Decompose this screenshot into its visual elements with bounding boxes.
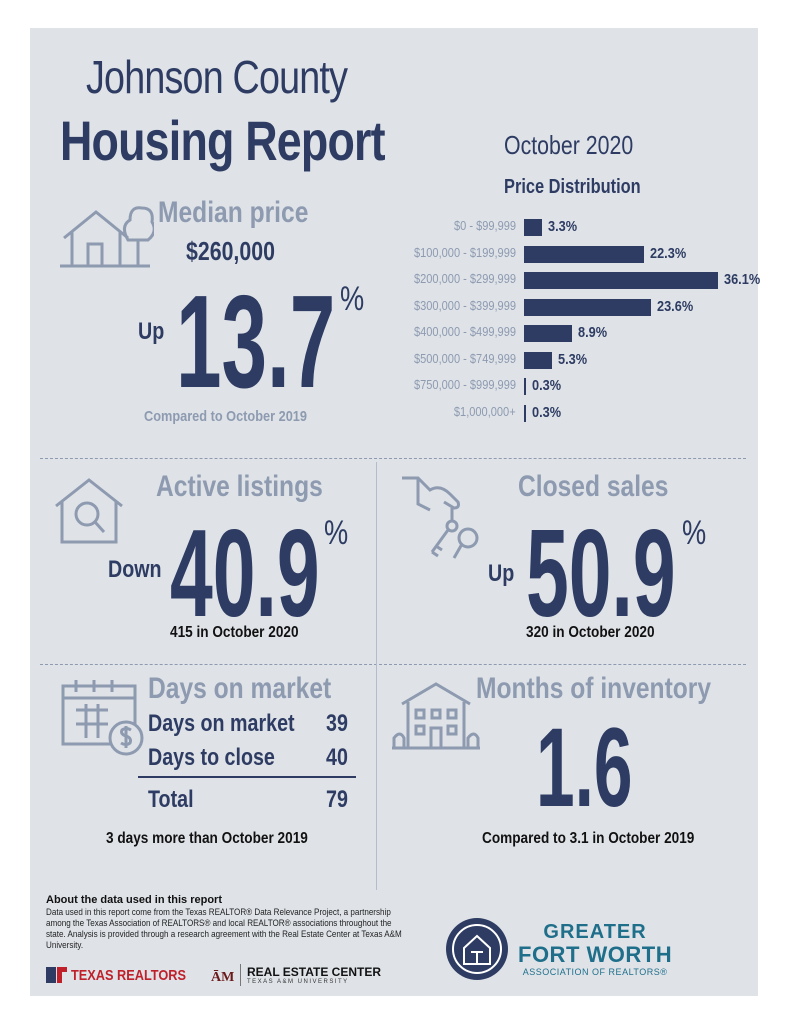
inventory-note: Compared to 3.1 in October 2019 — [482, 830, 695, 847]
gfw-line2: FORT WORTH — [518, 942, 673, 967]
dist-category-label: $300,000 - $399,999 — [414, 297, 516, 313]
closed-title: Closed sales — [518, 470, 669, 503]
dist-row: $300,000 - $399,999 23.6% — [390, 296, 750, 318]
dist-row: $400,000 - $499,999 8.9% — [390, 322, 750, 344]
dist-category-label: $200,000 - $299,999 — [414, 271, 516, 286]
dist-bar — [524, 272, 718, 289]
gfw-line1: GREATER — [543, 921, 647, 943]
days-title: Days on market — [148, 672, 332, 705]
gfw-seal-icon — [446, 918, 508, 980]
median-change: 13.7 — [176, 268, 336, 415]
dist-value-label: 23.6% — [656, 297, 693, 315]
days-total-value: 79 — [326, 786, 348, 813]
dist-value-label: 5.3% — [558, 350, 588, 368]
median-title: Median price — [158, 196, 309, 229]
closed-change: 50.9 — [526, 505, 676, 643]
greater-fort-worth-logo: GREATER FORT WORTH ASSOCIATION OF REALTO… — [444, 916, 672, 982]
svg-text:ĀM: ĀM — [211, 969, 234, 985]
inventory-value: 1.6 — [536, 705, 633, 830]
dist-category-label: $0 - $99,999 — [453, 218, 516, 233]
texas-am-mark-icon: ĀM — [211, 969, 234, 985]
chart-title: Price Distribution — [504, 176, 641, 198]
report-month: October 2020 — [504, 130, 634, 160]
calendar-dollar-icon — [61, 680, 144, 756]
dist-row: $200,000 - $299,999 36.1% — [390, 269, 760, 291]
dist-category-label: $1,000,000+ — [454, 403, 516, 419]
dist-value-label: 0.3% — [532, 377, 562, 394]
dist-bar — [524, 351, 553, 369]
report-card: Johnson County Housing Report October 20… — [30, 28, 760, 996]
dist-row: $100,000 - $199,999 22.3% — [390, 243, 750, 265]
dist-row: $1,000,000+ 0.3% — [390, 402, 750, 424]
footer-heading: About the data used in this report — [46, 894, 223, 906]
house-tree-icon — [60, 206, 154, 268]
dist-value-label: 0.3% — [532, 403, 562, 421]
texas-realtors-logo: TEXAS REALTORS — [46, 964, 206, 986]
closed-pct-sign: % — [682, 514, 707, 552]
gfw-line3: ASSOCIATION OF REALTORS® — [522, 967, 668, 977]
title-report: Housing Report — [60, 109, 386, 172]
closed-note: 320 in October 2020 — [526, 624, 655, 641]
dist-category-label: $500,000 - $749,999 — [414, 350, 516, 366]
footer-text: Data used in this report come from the T… — [46, 907, 402, 951]
dist-bar — [524, 325, 572, 342]
active-pct-sign: % — [324, 514, 349, 552]
active-direction: Down — [108, 556, 162, 583]
real-estate-center-text: REAL ESTATE CENTER — [247, 965, 382, 979]
divider-top — [40, 458, 746, 459]
days-note: 3 days more than October 2019 — [106, 830, 308, 847]
median-price: $260,000 — [186, 236, 275, 266]
days-total-rule — [138, 776, 356, 778]
days-row-2-label: Days to close — [148, 744, 275, 771]
days-row-1-label: Days on market — [148, 710, 295, 737]
days-row-1-value: 39 — [326, 710, 348, 737]
title-county: Johnson County — [86, 51, 348, 103]
inventory-title: Months of inventory — [476, 672, 712, 705]
active-title: Active listings — [156, 470, 323, 503]
building-icon — [392, 682, 480, 750]
closed-direction: Up — [488, 560, 515, 587]
dist-value-label: 36.1% — [724, 271, 761, 288]
median-pct-sign: % — [340, 280, 365, 318]
dist-value-label: 8.9% — [577, 324, 607, 341]
dist-row: $750,000 - $999,999 0.3% — [390, 375, 750, 397]
dist-bar — [524, 219, 542, 236]
dist-bar — [524, 298, 651, 316]
texas-realtors-mark-icon — [46, 967, 67, 983]
texas-realtors-text: TEXAS REALTORS — [71, 966, 187, 984]
dist-value-label: 3.3% — [547, 218, 577, 235]
active-note: 415 in October 2020 — [170, 624, 299, 641]
real-estate-center-logo: ĀM REAL ESTATE CENTER TEXAS A&M UNIVERSI… — [210, 962, 381, 988]
house-search-icon — [55, 478, 123, 544]
hand-keys-icon — [402, 476, 479, 559]
dist-category-label: $400,000 - $499,999 — [414, 324, 516, 339]
dist-row: $500,000 - $749,999 5.3% — [390, 349, 750, 371]
median-direction: Up — [138, 318, 165, 345]
days-total-label: Total — [148, 786, 194, 813]
real-estate-center-sub: TEXAS A&M UNIVERSITY — [247, 979, 349, 985]
divider-middle — [40, 664, 746, 665]
dist-bar — [524, 404, 526, 422]
dist-value-label: 22.3% — [649, 244, 686, 262]
dist-category-label: $750,000 - $999,999 — [414, 377, 516, 392]
dist-category-label: $100,000 - $199,999 — [414, 244, 516, 260]
divider-vertical — [376, 462, 377, 890]
dist-bar — [524, 378, 526, 395]
median-note: Compared to October 2019 — [144, 408, 307, 425]
active-change: 40.9 — [170, 505, 320, 643]
days-row-2-value: 40 — [326, 744, 348, 771]
dist-row: $0 - $99,999 3.3% — [390, 216, 750, 238]
dist-bar — [524, 245, 644, 263]
